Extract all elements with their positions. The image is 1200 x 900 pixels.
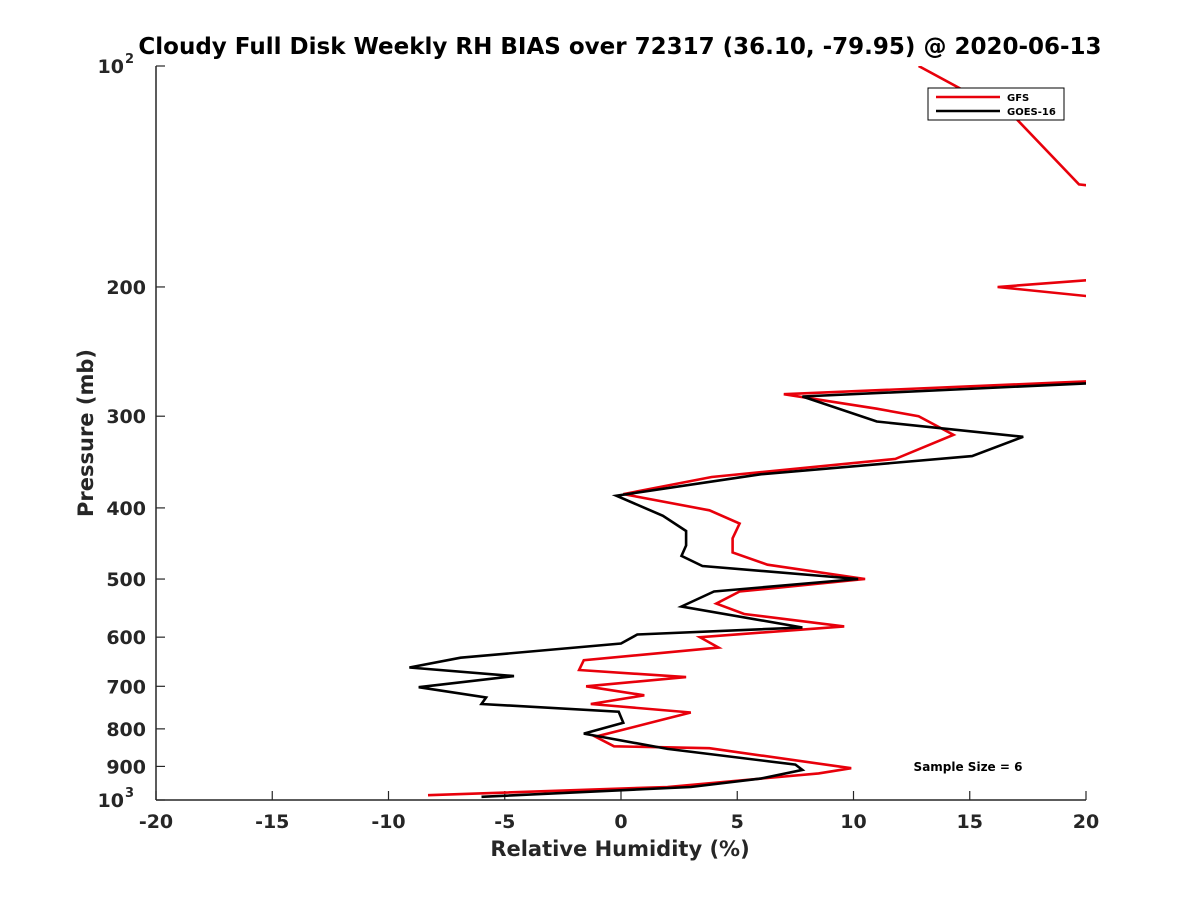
legend-box bbox=[927, 87, 1065, 121]
series-line-gfs bbox=[427, 66, 1086, 797]
x-tick-label: -10 bbox=[371, 811, 405, 833]
y-tick-label: 200 bbox=[106, 277, 146, 299]
legend-label-goes16: GOES-16 bbox=[1007, 107, 1056, 118]
legend: GFS GOES-16 bbox=[927, 87, 1065, 121]
y-tick-label: 500 bbox=[106, 569, 146, 591]
y-tick-exponent: 2 bbox=[125, 52, 134, 67]
y-tick-label: 700 bbox=[106, 676, 146, 698]
series-line-goes16 bbox=[409, 382, 1086, 799]
series-layer bbox=[409, 66, 1086, 799]
x-tick-label: 10 bbox=[840, 811, 866, 833]
y-tick-label: 400 bbox=[106, 498, 146, 520]
x-tick-label: -15 bbox=[255, 811, 289, 833]
x-axis-label: Relative Humidity (%) bbox=[490, 837, 749, 861]
x-tick-label: 15 bbox=[957, 811, 983, 833]
y-tick-label: 300 bbox=[106, 406, 146, 428]
y-axis-label: Pressure (mb) bbox=[74, 349, 98, 517]
x-tick-label: -5 bbox=[494, 811, 515, 833]
x-tick-label: 5 bbox=[731, 811, 744, 833]
y-tick-label: 800 bbox=[106, 719, 146, 741]
y-tick-label: 10 bbox=[98, 56, 124, 78]
x-tick-label: -20 bbox=[139, 811, 173, 833]
sample-size-annotation: Sample Size = 6 bbox=[914, 760, 1023, 774]
legend-label-gfs: GFS bbox=[1007, 93, 1029, 104]
y-tick-label: 10 bbox=[98, 790, 124, 812]
x-tick-label: 0 bbox=[614, 811, 627, 833]
y-tick-exponent: 3 bbox=[125, 786, 134, 801]
x-tick-label: 20 bbox=[1073, 811, 1099, 833]
y-tick-label: 900 bbox=[106, 756, 146, 778]
chart-title: Cloudy Full Disk Weekly RH BIAS over 723… bbox=[138, 34, 1101, 60]
y-tick-label: 600 bbox=[106, 627, 146, 649]
